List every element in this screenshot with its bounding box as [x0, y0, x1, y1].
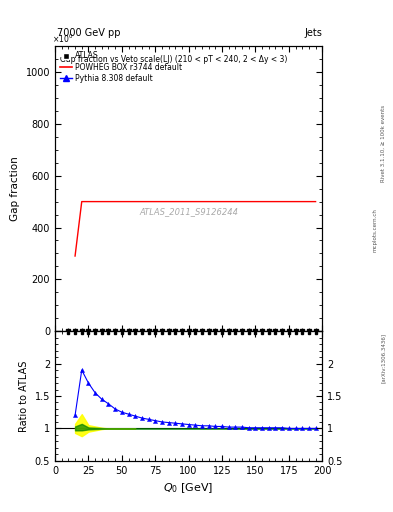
- ATLAS: [119, 328, 124, 334]
- ATLAS: [280, 328, 285, 334]
- ATLAS: [286, 328, 291, 334]
- ATLAS: [233, 328, 238, 334]
- POWHEG BOX r3744 default: [79, 199, 84, 205]
- ATLAS: [99, 328, 104, 334]
- POWHEG BOX r3744 default: [220, 199, 224, 205]
- POWHEG BOX r3744 default: [200, 199, 204, 205]
- ATLAS: [86, 328, 91, 334]
- Line: ATLAS: ATLAS: [67, 329, 317, 333]
- Text: Rivet 3.1.10, ≥ 100k events: Rivet 3.1.10, ≥ 100k events: [381, 105, 386, 182]
- POWHEG BOX r3744 default: [233, 199, 238, 205]
- ATLAS: [260, 328, 264, 334]
- Y-axis label: Gap fraction: Gap fraction: [10, 156, 20, 221]
- POWHEG BOX r3744 default: [99, 199, 104, 205]
- POWHEG BOX r3744 default: [260, 199, 264, 205]
- ATLAS: [300, 328, 305, 334]
- POWHEG BOX r3744 default: [206, 199, 211, 205]
- Text: Jets: Jets: [305, 28, 322, 38]
- POWHEG BOX r3744 default: [86, 199, 91, 205]
- POWHEG BOX r3744 default: [286, 199, 291, 205]
- ATLAS: [313, 328, 318, 334]
- POWHEG BOX r3744 default: [146, 199, 151, 205]
- ATLAS: [153, 328, 158, 334]
- Text: Gap fraction vs Veto scale(LJ) (210 < pT < 240, 2 < Δy < 3): Gap fraction vs Veto scale(LJ) (210 < pT…: [61, 55, 288, 63]
- ATLAS: [240, 328, 244, 334]
- ATLAS: [293, 328, 298, 334]
- ATLAS: [200, 328, 204, 334]
- POWHEG BOX r3744 default: [160, 199, 164, 205]
- POWHEG BOX r3744 default: [106, 199, 111, 205]
- POWHEG BOX r3744 default: [300, 199, 305, 205]
- POWHEG BOX r3744 default: [140, 199, 144, 205]
- POWHEG BOX r3744 default: [166, 199, 171, 205]
- POWHEG BOX r3744 default: [240, 199, 244, 205]
- ATLAS: [133, 328, 138, 334]
- ATLAS: [213, 328, 218, 334]
- POWHEG BOX r3744 default: [113, 199, 118, 205]
- ATLAS: [186, 328, 191, 334]
- ATLAS: [253, 328, 258, 334]
- ATLAS: [93, 328, 97, 334]
- POWHEG BOX r3744 default: [226, 199, 231, 205]
- POWHEG BOX r3744 default: [273, 199, 278, 205]
- ATLAS: [220, 328, 224, 334]
- POWHEG BOX r3744 default: [246, 199, 251, 205]
- POWHEG BOX r3744 default: [93, 199, 97, 205]
- POWHEG BOX r3744 default: [253, 199, 258, 205]
- ATLAS: [146, 328, 151, 334]
- ATLAS: [166, 328, 171, 334]
- POWHEG BOX r3744 default: [266, 199, 271, 205]
- ATLAS: [73, 328, 77, 334]
- POWHEG BOX r3744 default: [73, 253, 77, 259]
- ATLAS: [307, 328, 311, 334]
- ATLAS: [246, 328, 251, 334]
- Text: mcplots.cern.ch: mcplots.cern.ch: [373, 208, 378, 252]
- ATLAS: [113, 328, 118, 334]
- POWHEG BOX r3744 default: [293, 199, 298, 205]
- Text: $\times10^{0}$: $\times10^{0}$: [52, 32, 73, 45]
- POWHEG BOX r3744 default: [119, 199, 124, 205]
- Text: ATLAS_2011_S9126244: ATLAS_2011_S9126244: [139, 207, 238, 216]
- POWHEG BOX r3744 default: [126, 199, 131, 205]
- Text: [arXiv:1306.3436]: [arXiv:1306.3436]: [381, 333, 386, 383]
- Line: POWHEG BOX r3744 default: POWHEG BOX r3744 default: [75, 202, 316, 256]
- ATLAS: [206, 328, 211, 334]
- POWHEG BOX r3744 default: [180, 199, 184, 205]
- POWHEG BOX r3744 default: [133, 199, 138, 205]
- Text: 7000 GeV pp: 7000 GeV pp: [57, 28, 121, 38]
- ATLAS: [79, 328, 84, 334]
- ATLAS: [66, 328, 71, 334]
- POWHEG BOX r3744 default: [173, 199, 178, 205]
- Legend: ATLAS, POWHEG BOX r3744 default, Pythia 8.308 default: ATLAS, POWHEG BOX r3744 default, Pythia …: [57, 48, 185, 86]
- ATLAS: [126, 328, 131, 334]
- ATLAS: [266, 328, 271, 334]
- X-axis label: $Q_{0}$ [GeV]: $Q_{0}$ [GeV]: [163, 481, 214, 495]
- ATLAS: [106, 328, 111, 334]
- POWHEG BOX r3744 default: [313, 199, 318, 205]
- ATLAS: [226, 328, 231, 334]
- Y-axis label: Ratio to ATLAS: Ratio to ATLAS: [19, 360, 29, 432]
- ATLAS: [180, 328, 184, 334]
- POWHEG BOX r3744 default: [213, 199, 218, 205]
- ATLAS: [160, 328, 164, 334]
- POWHEG BOX r3744 default: [307, 199, 311, 205]
- ATLAS: [173, 328, 178, 334]
- ATLAS: [193, 328, 198, 334]
- POWHEG BOX r3744 default: [186, 199, 191, 205]
- POWHEG BOX r3744 default: [153, 199, 158, 205]
- ATLAS: [273, 328, 278, 334]
- ATLAS: [140, 328, 144, 334]
- POWHEG BOX r3744 default: [193, 199, 198, 205]
- POWHEG BOX r3744 default: [280, 199, 285, 205]
